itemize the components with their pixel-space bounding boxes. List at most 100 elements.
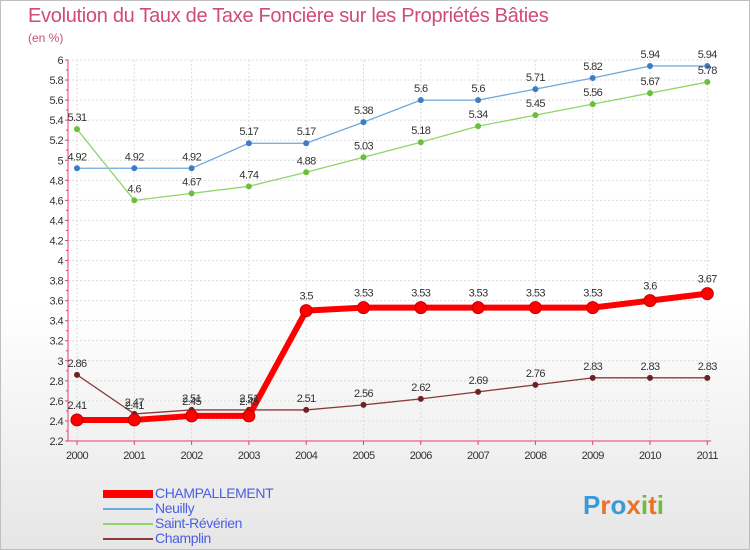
series-point: [299, 304, 313, 318]
y-tick-label: 3.4: [50, 316, 64, 328]
y-tick-label: 4.8: [50, 175, 64, 187]
x-tick-label: 2003: [238, 450, 261, 462]
data-label: 4.74: [239, 169, 258, 181]
series-point: [471, 301, 485, 315]
data-label: 5.34: [469, 109, 488, 121]
y-tick-label: 5.2: [50, 135, 64, 147]
y-tick-label: 3.8: [50, 276, 64, 288]
series-point: [475, 123, 482, 130]
data-label: 5.03: [354, 140, 373, 152]
series-point: [303, 406, 310, 413]
y-tick-label: 2.8: [50, 376, 64, 388]
legend-swatch: [103, 489, 153, 498]
proxiti-logo: Proxiti: [583, 490, 664, 521]
x-tick-label: 2008: [524, 450, 547, 462]
series-point: [188, 190, 195, 197]
series-point: [74, 165, 80, 172]
data-label: 2.56: [354, 388, 373, 400]
data-label: 4.92: [125, 151, 144, 163]
series-point: [643, 294, 657, 308]
data-label: 3.53: [469, 288, 488, 300]
series-point: [528, 301, 542, 315]
x-tick-label: 2011: [697, 450, 719, 462]
series-point: [475, 388, 482, 395]
data-label: 5.94: [698, 49, 717, 61]
y-tick-label: 5.8: [50, 75, 64, 87]
series-point: [131, 197, 138, 204]
data-label: 2.41: [125, 400, 144, 412]
x-tick-label: 2001: [123, 450, 146, 462]
data-label: 5.6: [414, 83, 428, 95]
y-tick-label: 6: [57, 55, 63, 67]
data-label: 5.17: [297, 126, 316, 138]
y-tick-label: 5: [57, 155, 63, 167]
series-point: [647, 374, 653, 381]
series-line: [76, 81, 708, 202]
legend-label: Saint-Révérien: [155, 515, 242, 531]
logo-letter: r: [600, 490, 611, 520]
data-label: 2.76: [526, 368, 545, 380]
series-point: [414, 301, 428, 315]
legend-label: Neuilly: [155, 500, 195, 516]
data-label: 5.71: [526, 72, 545, 84]
data-label: 2.41: [67, 400, 86, 412]
x-tick-label: 2009: [582, 450, 605, 462]
x-axis: 2000 2001 2002 2003 2004 2005 2006 2007 2008 2009…: [66, 440, 719, 462]
data-label: 5.45: [526, 98, 545, 110]
data-label: 5.82: [583, 61, 602, 73]
series-point: [417, 97, 424, 104]
x-tick-label: 2006: [410, 450, 433, 462]
data-label: 5.67: [640, 76, 659, 88]
data-label: 2.45: [239, 396, 258, 408]
data-label: 5.17: [239, 126, 258, 138]
series-point: [589, 374, 596, 381]
logo-letter: i: [656, 490, 664, 520]
x-tick-label: 2005: [352, 450, 375, 462]
data-label: 2.83: [698, 361, 717, 373]
chart-title: Evolution du Taux de Taxe Foncière sur l…: [28, 5, 549, 27]
series-point: [303, 169, 310, 176]
series-point: [360, 119, 367, 126]
y-axis: 2.2 2.4 2.6 2.8 3 3.2 3.4 3.6 3.8 4 4.2 4.4 4.6 4.8 5 5…: [50, 55, 69, 448]
series-point: [647, 63, 653, 70]
data-label: 3.5: [299, 291, 313, 303]
data-label: 5.6: [471, 83, 485, 95]
data-label: 5.56: [583, 87, 602, 99]
data-label: 3.6: [643, 281, 657, 293]
data-label: 2.51: [297, 393, 316, 405]
x-tick-label: 2007: [467, 450, 490, 462]
data-label: 3.53: [583, 288, 602, 300]
series-point: [74, 371, 80, 378]
series-point: [586, 301, 600, 315]
legend-swatch: [103, 522, 153, 525]
data-label: 2.83: [583, 361, 602, 373]
data-label: 2.47: [125, 397, 144, 409]
y-tick-label: 3.2: [50, 336, 64, 348]
y-tick-label: 4.6: [50, 195, 64, 207]
series-point: [303, 140, 310, 147]
data-label: 5.94: [640, 49, 659, 61]
series-point: [74, 126, 80, 133]
series-point: [242, 409, 256, 423]
data-label: 2.83: [640, 361, 659, 373]
data-label: 2.51: [182, 393, 201, 405]
x-tick-label: 2010: [639, 450, 662, 462]
series-point: [700, 287, 714, 301]
series-point: [131, 165, 138, 172]
series-point: [417, 395, 424, 402]
series-point: [127, 413, 141, 427]
data-label: 5.31: [67, 112, 86, 124]
legend-swatch: [103, 537, 153, 540]
legend-label: CHAMPALLEMENT: [155, 485, 274, 501]
data-label: 4.6: [128, 183, 142, 195]
series-point: [532, 86, 539, 93]
data-label: 2.69: [469, 375, 488, 387]
legend-swatch: [103, 507, 153, 510]
series-line: [76, 374, 708, 415]
x-tick-label: 2002: [181, 450, 204, 462]
data-label: 5.78: [698, 65, 717, 77]
series-line: [77, 65, 708, 169]
series-point: [360, 401, 367, 408]
data-label: 4.88: [297, 155, 316, 167]
